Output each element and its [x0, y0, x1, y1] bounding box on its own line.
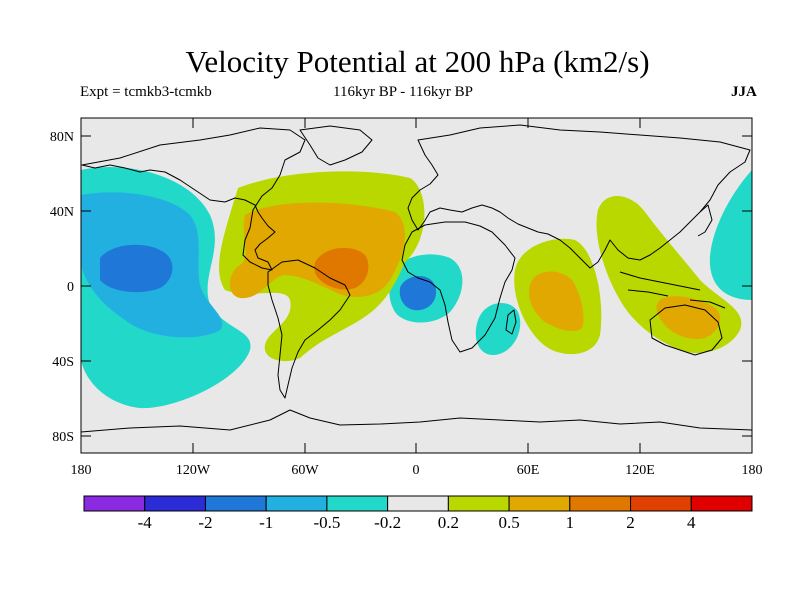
colorbar-swatch	[569, 495, 632, 512]
x-label-0: 0	[413, 463, 420, 478]
colorbar-swatch	[83, 495, 146, 512]
y-label-80n: 80N	[50, 130, 74, 145]
colorbar-swatch	[508, 495, 571, 512]
contour-neg-africa-core	[399, 276, 437, 311]
colorbar-label: -4	[138, 513, 153, 532]
x-label-120w: 120W	[176, 463, 211, 478]
colorbar-swatch	[387, 495, 449, 512]
colorbar-label: -0.2	[374, 513, 401, 532]
negative-velocity-potential	[81, 167, 752, 409]
colorbar-swatch	[265, 495, 328, 512]
colorbar-swatch	[690, 495, 753, 512]
colorbar-label: -2	[198, 513, 212, 532]
map-panel	[81, 118, 752, 453]
colorbar-label: 0.5	[498, 513, 519, 532]
colorbar-swatch	[630, 495, 692, 512]
coast-greenland	[299, 125, 373, 166]
colorbar-label: -1	[259, 513, 273, 532]
contour-pos-indian-core	[529, 271, 584, 331]
season-label: JJA	[731, 84, 757, 100]
axis-ticks	[81, 118, 752, 453]
period-label: 116kyr BP - 116kyr BP	[333, 84, 474, 100]
colorbar-label: -0.5	[313, 513, 340, 532]
coast-australia	[649, 304, 723, 356]
coast-eurasia	[407, 124, 751, 269]
coast-japan	[697, 204, 713, 237]
colorbar-label: 4	[687, 513, 696, 532]
coast-south-america	[267, 259, 351, 399]
y-label-40n: 40N	[50, 205, 74, 220]
contour-pos-atlantic-core	[314, 247, 369, 290]
x-axis-labels: 180 120W 60W 0 60E 120E 180	[71, 463, 763, 478]
contour-neg-eastpac	[709, 170, 752, 300]
contour-neg-pacific-core	[100, 244, 173, 293]
x-label-120e: 120E	[625, 463, 655, 478]
coast-indonesia	[619, 271, 726, 309]
y-label-40s: 40S	[52, 355, 74, 370]
x-label-60w: 60W	[291, 463, 319, 478]
colorbar: -4 -2 -1 -0.5 -0.2 0.2 0.5 1 2 4	[83, 495, 753, 532]
y-label-80s: 80S	[52, 430, 74, 445]
y-label-0: 0	[67, 280, 74, 295]
colorbar-swatch	[326, 495, 389, 512]
y-axis-labels: 80N 40N 0 40S 80S	[50, 130, 74, 445]
colorbar-label: 1	[566, 513, 575, 532]
map-title: Velocity Potential at 200 hPa (km2/s)	[185, 44, 650, 79]
positive-velocity-potential	[219, 171, 742, 362]
contour-neg-indian	[475, 302, 521, 356]
x-label-180-left: 180	[71, 463, 92, 478]
x-label-180-right: 180	[742, 463, 763, 478]
coastlines	[81, 124, 752, 433]
colorbar-label: 2	[626, 513, 635, 532]
contour-pos-atlantic-mid	[229, 202, 405, 299]
x-label-60e: 60E	[517, 463, 540, 478]
colorbar-swatch	[447, 495, 510, 512]
colorbar-swatch	[144, 495, 206, 512]
coast-madagascar	[505, 309, 517, 335]
coast-antarctica	[81, 409, 752, 433]
coast-africa	[401, 221, 516, 353]
colorbar-swatch	[204, 495, 267, 512]
coast-north-america	[81, 127, 306, 271]
experiment-label: Expt = tcmkb3-tcmkb	[80, 84, 212, 100]
colorbar-label: 0.2	[438, 513, 459, 532]
